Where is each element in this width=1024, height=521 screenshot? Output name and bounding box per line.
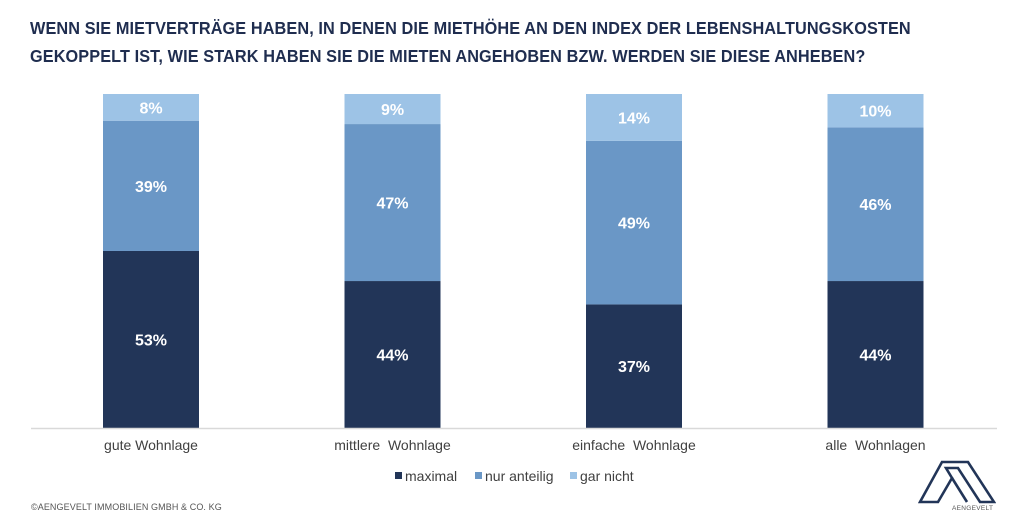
legend-swatch: [570, 472, 577, 479]
x-tick-label: mittlere Wohnlage: [334, 437, 451, 453]
bars-group: 53% 39% 8% 44% 47% 9% 37% 49% 14% 44% 46% 10%: [103, 94, 924, 428]
title-line-2: GEKOPPELT IST, WIE STARK HABEN SIE DIE M…: [30, 46, 866, 66]
legend-swatch: [395, 472, 402, 479]
legend: maximal nur anteilig gar nicht: [395, 468, 634, 484]
data-label: 8%: [139, 100, 162, 117]
data-label: 39%: [135, 179, 167, 196]
bar-segment-gar-nicht: [103, 94, 199, 121]
data-label: 14%: [618, 110, 650, 127]
data-label: 37%: [618, 359, 650, 376]
data-label: 49%: [618, 216, 650, 233]
bar-segment-nur-anteilig: [344, 124, 441, 282]
data-label: 9%: [381, 102, 404, 119]
bar-segment-maximal: [344, 281, 441, 428]
chart-title: WENN SIE MIETVERTRÄGE HABEN, IN DENEN DI…: [30, 14, 1010, 70]
bar-segment-maximal: [827, 281, 924, 428]
bar-segment-nur-anteilig: [103, 120, 199, 251]
data-label: 47%: [376, 196, 408, 213]
legend-item-maximal: maximal: [395, 468, 457, 484]
data-label: 10%: [859, 104, 891, 121]
legend-label: maximal: [405, 468, 457, 484]
data-label: 44%: [376, 348, 408, 365]
aengevelt-logo-icon: [918, 460, 996, 504]
bar-segment-maximal: [586, 304, 682, 428]
x-tick-labels: gute Wohnlage mittlere Wohnlage einfache W…: [104, 437, 926, 453]
legend-swatch: [475, 472, 482, 479]
bar-segment-gar-nicht: [344, 94, 441, 125]
title-line-1: WENN SIE MIETVERTRÄGE HABEN, IN DENEN DI…: [30, 18, 911, 38]
bar-segment-gar-nicht: [827, 94, 924, 128]
bar-stack: 44% 47% 9%: [344, 94, 441, 428]
legend-label: gar nicht: [580, 468, 634, 484]
data-label: 53%: [135, 332, 167, 349]
x-tick-label: gute Wohnlage: [104, 437, 198, 453]
bar-stack: 53% 39% 8%: [103, 94, 199, 428]
logo-text: AENGEVELT: [952, 505, 994, 512]
bar-segment-maximal: [103, 250, 199, 428]
data-label: 46%: [859, 197, 891, 214]
bar-segment-gar-nicht: [586, 94, 682, 141]
data-label: 44%: [859, 348, 891, 365]
bar-stack: 37% 49% 14%: [586, 94, 682, 428]
bar-segment-nur-anteilig: [827, 127, 924, 282]
bar-stack: 44% 46% 10%: [827, 94, 924, 428]
copyright-footer: ©AENGEVELT IMMOBILIEN GMBH & CO. KG: [31, 502, 222, 512]
x-tick-label: alle Wohnlagen: [825, 437, 925, 453]
legend-item-nur-anteilig: nur anteilig: [475, 468, 554, 484]
legend-item-gar-nicht: gar nicht: [570, 468, 634, 484]
legend-label: nur anteilig: [485, 468, 554, 484]
x-tick-label: einfache Wohnlage: [572, 437, 696, 453]
bar-segment-nur-anteilig: [586, 140, 682, 305]
